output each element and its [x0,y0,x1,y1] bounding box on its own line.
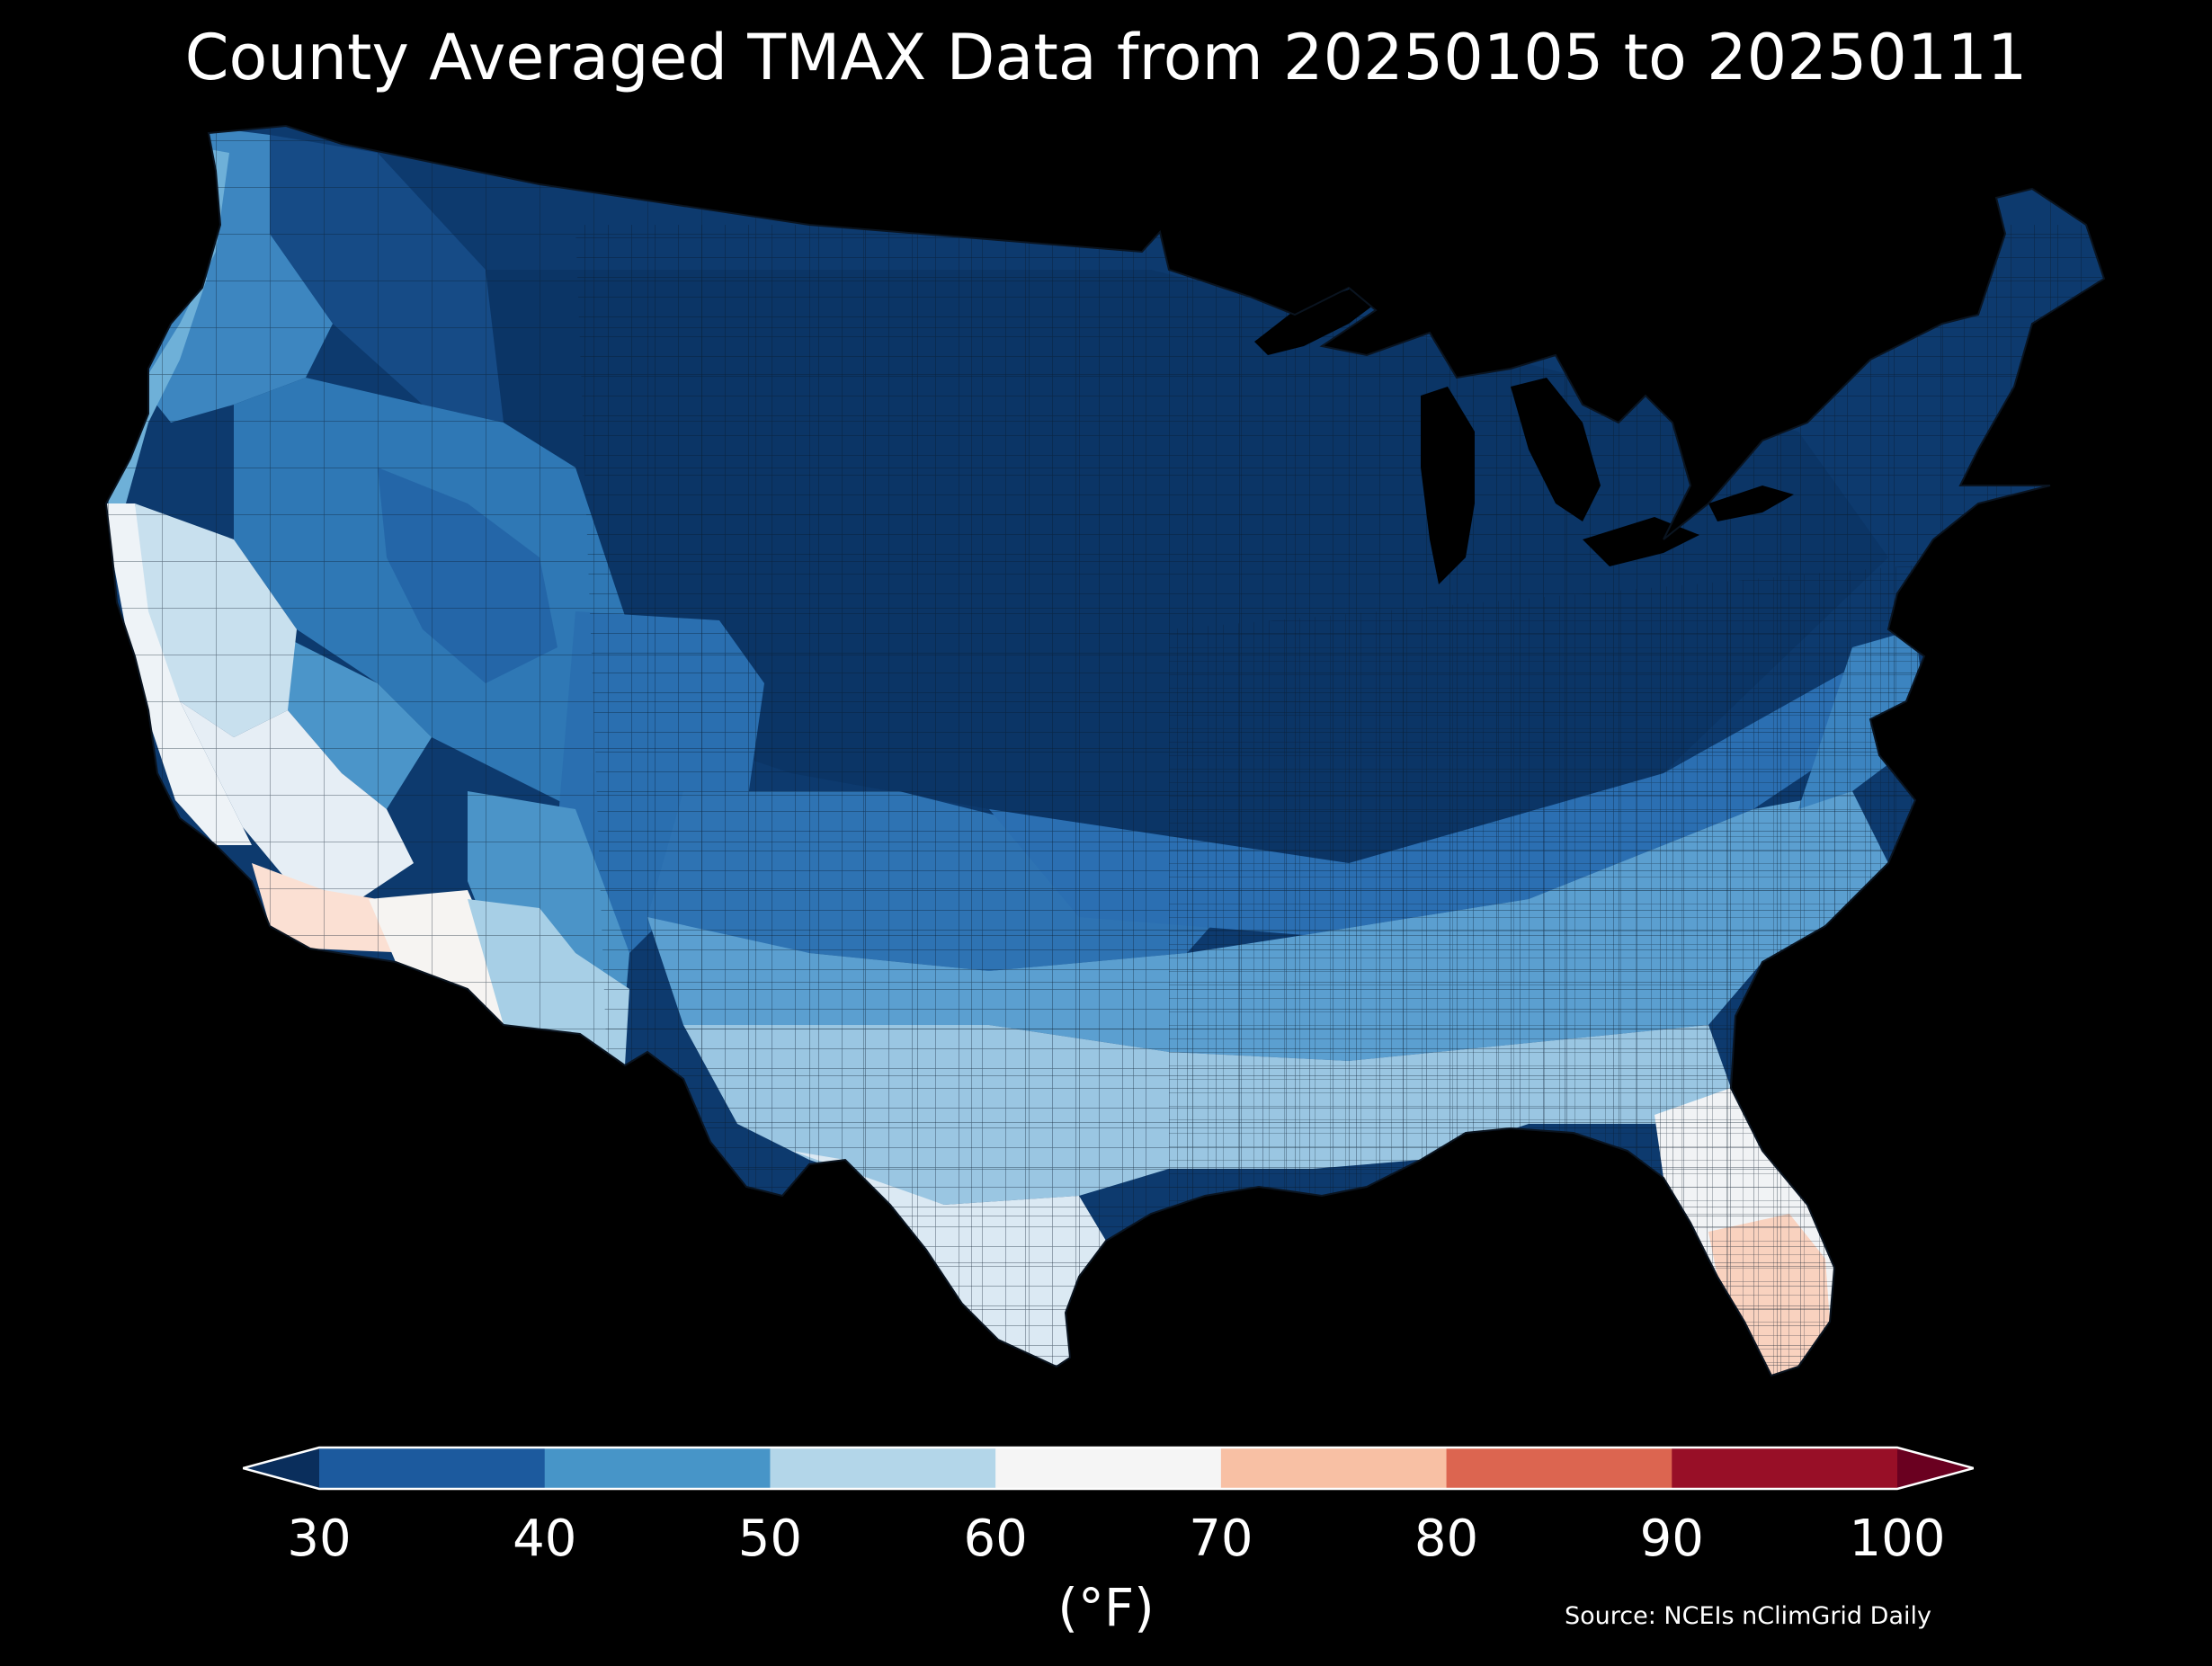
map-title: County Averaged TMAX Data from 20250105 … [184,21,2028,94]
colorbar-tick-label: 80 [1414,1510,1479,1568]
colorbar-tick-label: 90 [1639,1510,1704,1568]
colorbar-tick-label: 100 [1849,1510,1946,1568]
colorbar-bin-40-50 [544,1448,771,1489]
county-borders-east [1169,539,2104,1376]
colorbar-extend-min [243,1448,319,1489]
lake-erie [1583,517,1699,566]
colorbar-bin-90-100 [1672,1448,1898,1489]
lake-superior [1254,286,1385,355]
colorbar-bin-60-70 [995,1448,1222,1489]
lake-michigan [1421,387,1475,584]
colorbar-tick-label: 40 [513,1510,577,1568]
great-lakes [1254,286,1794,584]
us-outline [104,124,2106,1377]
lake-huron [1511,378,1601,521]
colorbar-bin-30-40 [319,1448,546,1489]
colorbar-unit-label: (°F) [1057,1577,1155,1638]
colorbar-bin-50-60 [770,1448,996,1489]
colorbar-tick-label: 50 [737,1510,803,1568]
colorbar-tick-label: 70 [1189,1510,1253,1568]
colorbar-extend-max [1897,1448,1974,1489]
colorbar [243,1446,1974,1491]
colorbar-tick-label: 60 [963,1510,1028,1568]
colorbar-tick-label: 30 [287,1510,352,1568]
colorbar-outline [243,1446,1974,1491]
colorbar-bin-70-80 [1220,1448,1448,1489]
source-credit: Source: NCEIs nClimGrid Daily [1565,1602,1931,1630]
colorbar-bin-80-90 [1446,1448,1672,1489]
lake-ontario [1708,486,1794,521]
